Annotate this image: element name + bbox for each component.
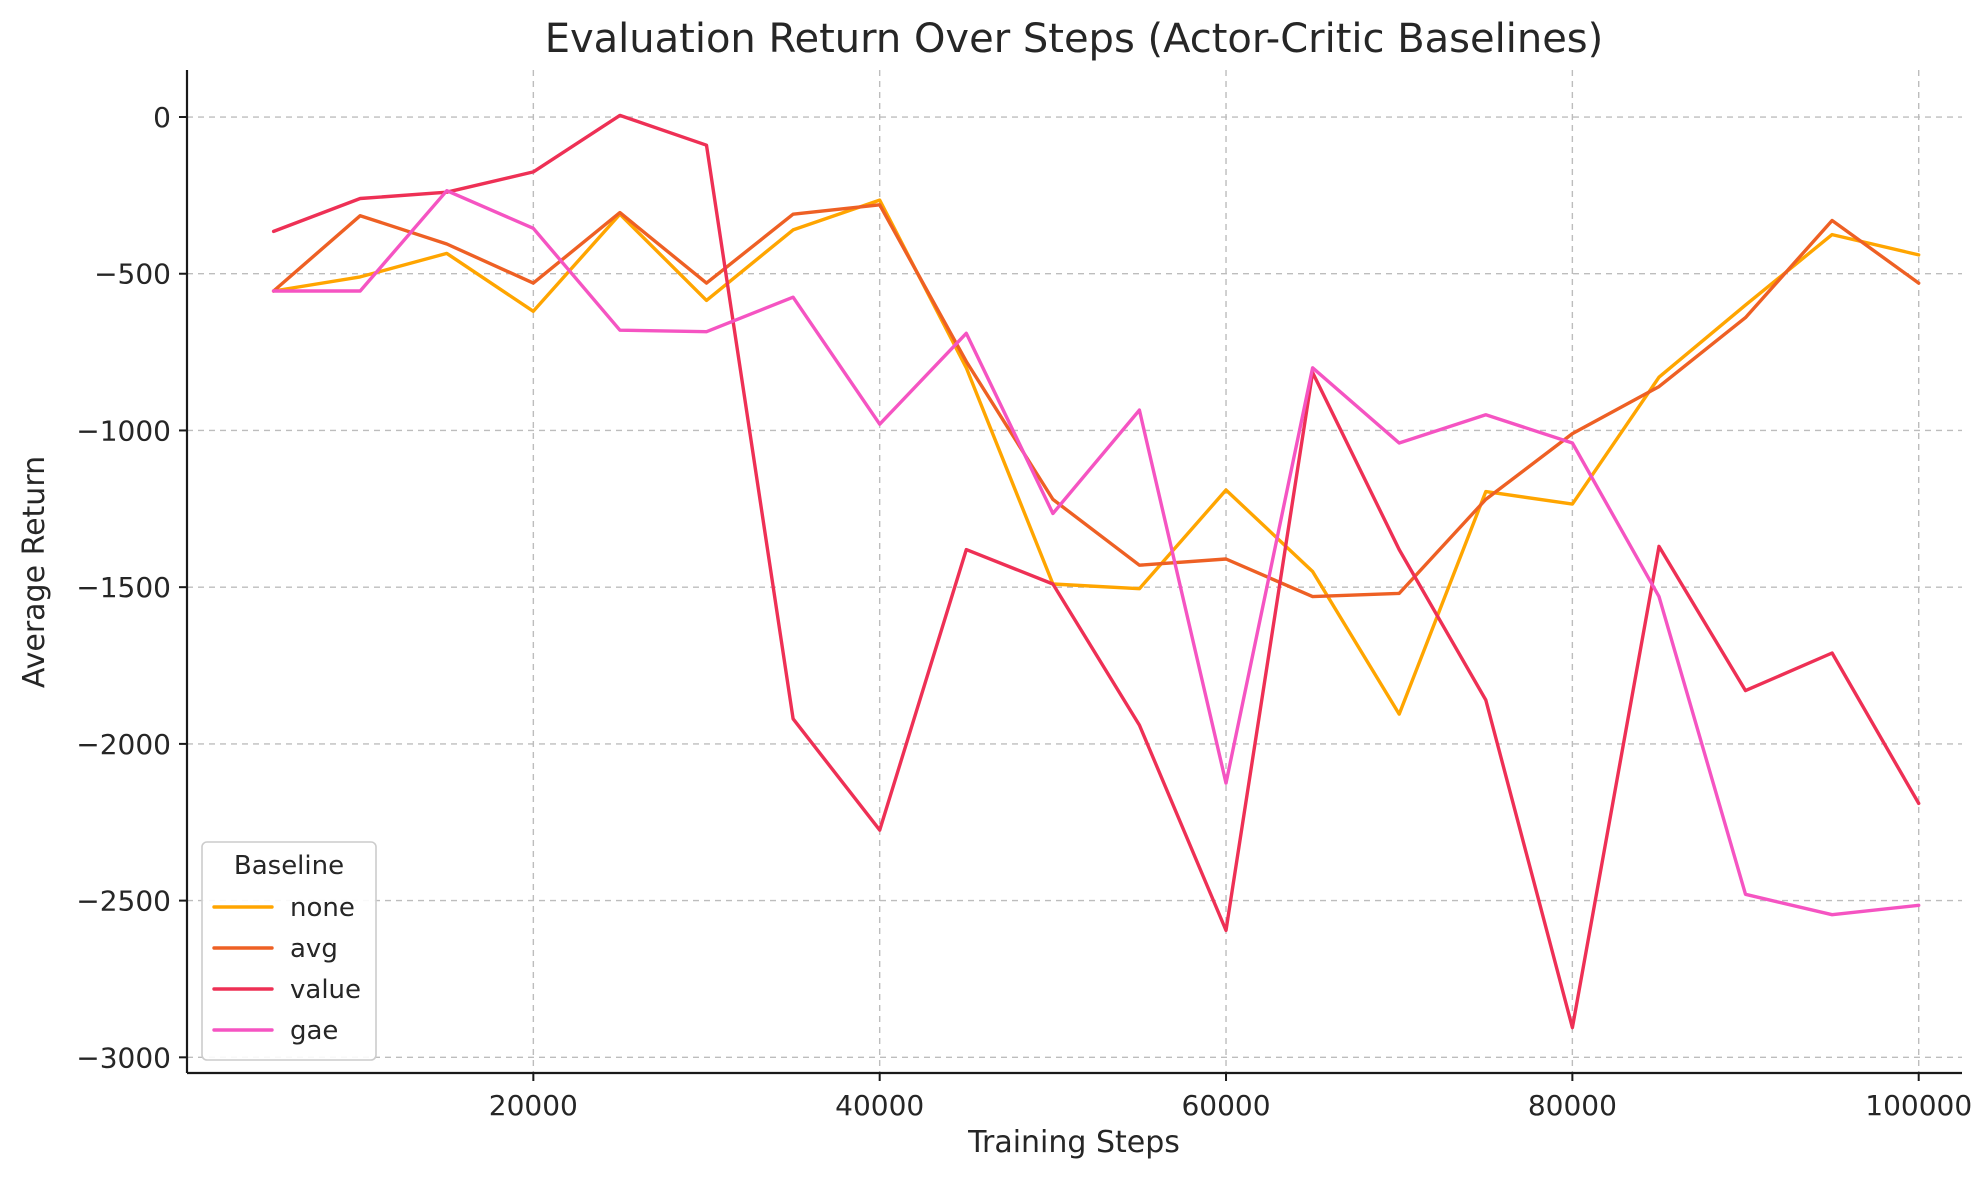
series-layer: [271, 113, 1921, 1030]
y-tick-label: 0: [153, 101, 171, 134]
x-axis-label: Training Steps: [967, 1125, 1180, 1160]
x-tick-label: 60000: [1181, 1089, 1270, 1122]
axes-layer: [185, 70, 1962, 1075]
y-tick-label: −500: [94, 258, 171, 291]
x-tick-label: 100000: [1865, 1089, 1972, 1122]
legend: Baseline none avg value gae: [201, 841, 377, 1061]
y-tick-label: −2000: [76, 728, 171, 761]
y-tick-label: −1000: [76, 414, 171, 447]
y-tick-label: −3000: [76, 1041, 171, 1074]
legend-items: none avg value gae: [212, 893, 361, 1046]
x-tick-label: 80000: [1528, 1089, 1617, 1122]
y-tick-label: −2500: [76, 885, 171, 918]
legend-label-gae: gae: [290, 1016, 338, 1046]
y-axis-label: Average Return: [17, 456, 52, 688]
chart-title: Evaluation Return Over Steps (Actor-Crit…: [545, 16, 1604, 62]
legend-label-avg: avg: [290, 934, 338, 964]
x-tick-label: 40000: [835, 1089, 924, 1122]
series-line-gae: [271, 188, 1921, 917]
series-line-none: [271, 198, 1921, 716]
legend-box: [201, 841, 377, 1061]
series-line-avg: [271, 203, 1921, 599]
y-tick-label: −1500: [76, 571, 171, 604]
x-tick-label: 20000: [489, 1089, 578, 1122]
legend-title: Baseline: [234, 851, 344, 881]
grid-layer: [187, 70, 1962, 1073]
legend-label-value: value: [290, 975, 361, 1005]
legend-label-none: none: [290, 893, 355, 923]
ticks-layer: 20000 40000 60000 80000 100000 0 −500 −1000 −150…: [76, 101, 1972, 1122]
series-line-value: [271, 113, 1921, 1030]
